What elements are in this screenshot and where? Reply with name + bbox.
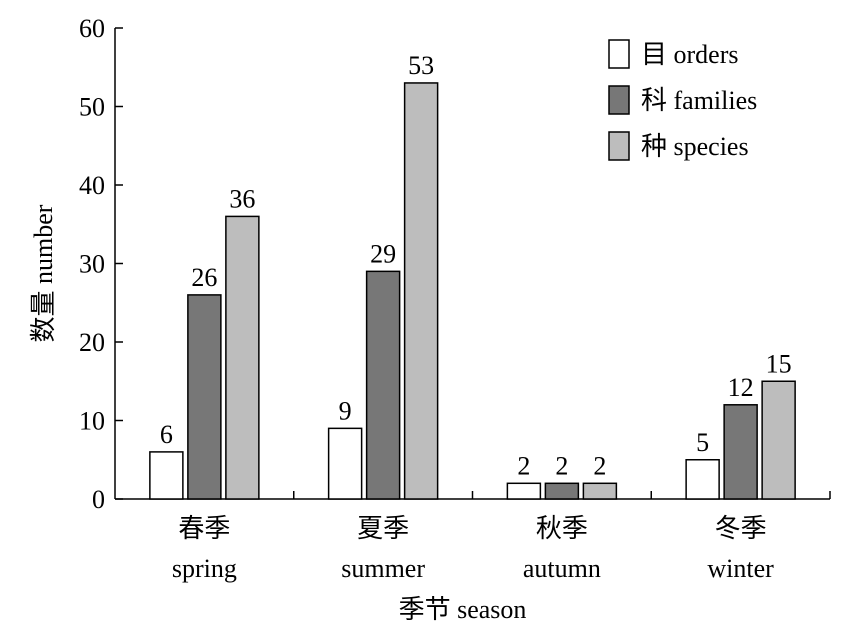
x-axis-title: 季节 season — [399, 595, 527, 624]
legend: 目 orders 科 families 种 species — [608, 39, 757, 161]
y-tick-label: 10 — [79, 407, 105, 436]
x-tick-label-zh: 冬季 — [715, 514, 767, 543]
legend-swatch — [608, 39, 630, 69]
x-tick-label-zh: 春季 — [178, 514, 230, 543]
bar-winter-2 — [723, 404, 758, 500]
legend-label: 科 families — [641, 86, 757, 115]
x-tick-label-en: spring — [172, 554, 237, 583]
bar-summer-1 — [327, 427, 363, 500]
x-tick-label-en: winter — [707, 554, 774, 583]
bar-spring-2 — [187, 294, 222, 500]
data-label: 26 — [191, 263, 217, 292]
bar-spring-3 — [225, 215, 260, 500]
axes: 0 10 20 30 40 50 60 春季 spring 夏季 summer 秋季 autumn 冬季 w… — [79, 14, 831, 583]
data-label: 2 — [555, 451, 568, 480]
y-tick-label: 40 — [79, 171, 105, 200]
x-tick-label-zh: 夏季 — [357, 514, 409, 543]
legend-swatch — [608, 131, 630, 161]
y-tick-label: 50 — [79, 93, 105, 122]
y-tick-label: 20 — [79, 328, 105, 357]
bar-summer-2 — [365, 270, 401, 500]
y-axis-title: 数量 number — [29, 204, 58, 342]
data-label: 53 — [408, 51, 434, 80]
legend-label: 目 orders — [641, 40, 738, 69]
x-tick-label-zh: 秋季 — [536, 514, 588, 543]
data-label: 6 — [160, 420, 173, 449]
data-label: 5 — [696, 428, 709, 457]
bars — [149, 82, 796, 500]
data-label: 29 — [370, 239, 396, 268]
data-label: 36 — [229, 184, 255, 213]
y-tick-label: 60 — [79, 14, 105, 43]
legend-label: 种 species — [641, 132, 749, 161]
data-label: 2 — [593, 451, 606, 480]
x-tick-label-en: autumn — [523, 554, 601, 583]
bar-autumn-1 — [506, 482, 542, 500]
legend-swatch — [608, 85, 630, 115]
data-label: 2 — [517, 451, 530, 480]
bar-autumn-3 — [582, 482, 618, 500]
x-tick-label-en: summer — [341, 554, 425, 583]
y-tick-label: 0 — [92, 485, 105, 514]
bar-spring-1 — [149, 451, 184, 500]
bar-autumn-2 — [544, 482, 580, 500]
data-label: 15 — [766, 349, 792, 378]
bar-winter-1 — [685, 459, 720, 500]
y-tick-label: 30 — [79, 250, 105, 279]
data-label: 12 — [728, 373, 754, 402]
data-label: 9 — [339, 396, 352, 425]
bar-summer-3 — [403, 82, 439, 500]
bar-winter-3 — [761, 380, 796, 500]
